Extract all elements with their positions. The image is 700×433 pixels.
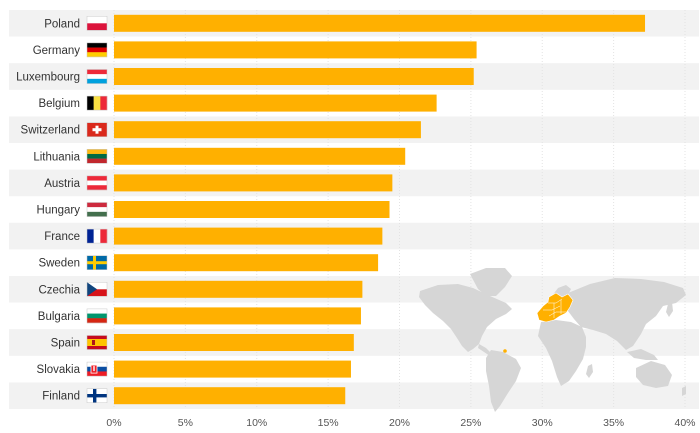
category-label: Belgium — [38, 98, 80, 110]
bar-finland — [114, 387, 346, 405]
bar-luxembourg — [114, 68, 474, 85]
x-tick-label: 20% — [389, 417, 410, 429]
category-label: France — [44, 231, 80, 243]
bar-slovakia — [114, 360, 351, 378]
x-tick-label: 10% — [246, 417, 267, 429]
x-tick-label: 5% — [178, 417, 193, 429]
x-axis-tick-labels: 0% 5% 10% 15% 20% 25% 30% 35% 40% — [106, 417, 695, 429]
category-label: Hungary — [37, 205, 81, 217]
category-label: Lithuania — [33, 151, 80, 163]
category-labels: Poland Germany Luxembourg Belgium Switzerlan… — [16, 18, 81, 402]
category-label: Sweden — [38, 258, 80, 270]
bar-germany — [114, 41, 477, 59]
x-tick-label: 0% — [106, 417, 121, 429]
category-label: Finland — [42, 391, 80, 403]
flag-spain-icon — [86, 335, 108, 350]
category-label: Bulgaria — [38, 311, 81, 323]
bar-czechia — [114, 280, 363, 298]
flag-france-icon — [86, 228, 108, 244]
country-flags — [86, 16, 108, 403]
category-label: Czechia — [38, 284, 80, 296]
flag-hungary-icon — [86, 202, 108, 217]
flag-belgium-icon — [86, 95, 108, 111]
bar-austria — [114, 174, 393, 192]
x-tick-label: 35% — [603, 417, 624, 429]
flag-czechia-icon — [86, 282, 108, 297]
flag-sweden-icon — [86, 255, 108, 270]
category-label: Spain — [51, 338, 80, 350]
flag-slovakia-icon — [86, 361, 108, 377]
bar-sweden — [114, 254, 379, 272]
category-label: Germany — [33, 45, 81, 57]
flag-lithuania-icon — [86, 149, 108, 164]
row-band — [9, 382, 699, 409]
row-band — [9, 329, 699, 356]
x-tick-label: 30% — [532, 417, 553, 429]
bar-spain — [114, 334, 354, 351]
bar-belgium — [114, 94, 437, 112]
flag-finland-icon — [86, 388, 108, 403]
bar-poland — [114, 14, 646, 32]
category-label: Luxembourg — [16, 72, 80, 84]
category-label: Switzerland — [21, 125, 80, 137]
x-tick-label: 15% — [318, 417, 339, 429]
flag-switzerland-icon — [86, 122, 108, 137]
x-tick-label: 40% — [674, 417, 695, 429]
flag-bulgaria-icon — [86, 308, 108, 324]
bar-france — [114, 227, 383, 245]
flag-germany-icon — [86, 42, 108, 58]
bar-switzerland — [114, 121, 421, 139]
category-label: Slovakia — [37, 364, 81, 376]
category-label: Austria — [44, 178, 80, 190]
world-map-icon — [419, 268, 686, 412]
flag-poland-icon — [86, 16, 108, 31]
flag-austria-icon — [86, 175, 108, 191]
bar-bulgaria — [114, 307, 361, 325]
x-tick-label: 25% — [460, 417, 481, 429]
bar-hungary — [114, 201, 390, 218]
bar-lithuania — [114, 147, 406, 165]
flag-luxembourg-icon — [86, 69, 108, 84]
category-label: Poland — [44, 18, 80, 30]
bars — [114, 14, 646, 405]
